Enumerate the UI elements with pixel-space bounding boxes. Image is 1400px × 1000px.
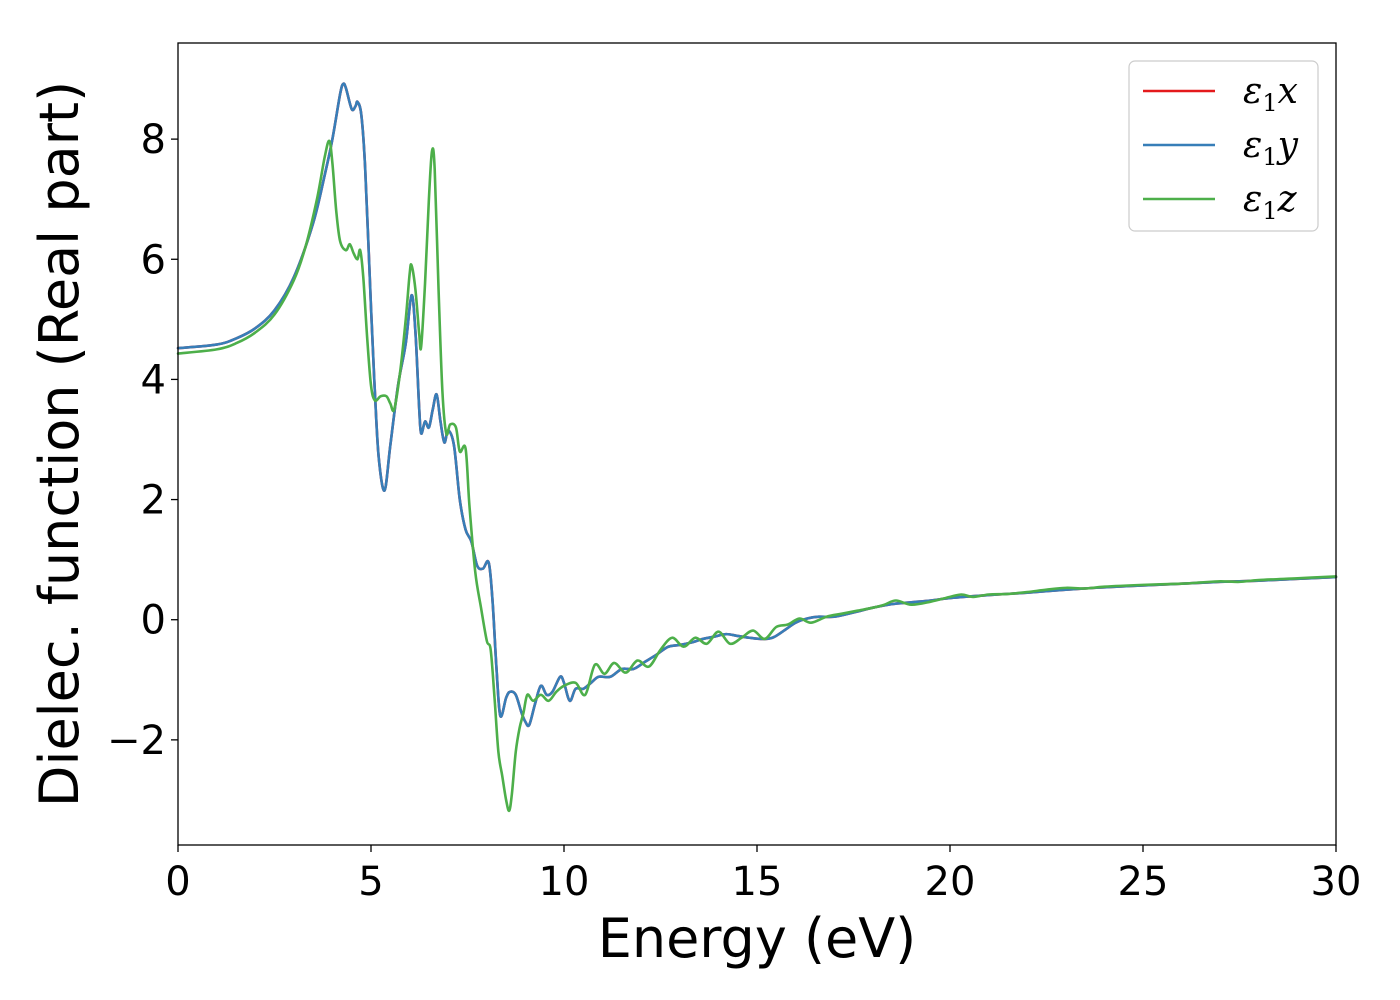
- x-tick-label: 10: [539, 859, 590, 905]
- x-tick-label: 25: [1118, 859, 1169, 905]
- x-axis-label: Energy (eV): [598, 907, 917, 970]
- y-tick-label: −2: [107, 718, 166, 764]
- y-axis: −2 0 2 4 6 8: [107, 117, 178, 764]
- x-tick-label: 5: [358, 859, 383, 905]
- y-tick-label: 2: [141, 478, 166, 524]
- x-tick-label: 30: [1311, 859, 1362, 905]
- series-layer: [176, 82, 1338, 813]
- y-axis-label: Dielec. function (Real part): [28, 81, 91, 807]
- y-tick-label: 4: [141, 357, 166, 403]
- x-tick-label: 15: [732, 859, 783, 905]
- y-tick-label: 0: [141, 598, 166, 644]
- x-axis: 0 5 10 15 20 25 30: [165, 845, 1361, 905]
- legend-label-z: ε1z: [1243, 179, 1298, 225]
- x-tick-label: 20: [925, 859, 976, 905]
- x-tick-label: 0: [165, 859, 190, 905]
- legend-label-y: ε1y: [1243, 125, 1299, 171]
- y-tick-label: 8: [141, 117, 166, 163]
- legend-box: [1128, 60, 1319, 232]
- legend-label-x: ε1x: [1243, 71, 1298, 117]
- series-line-z: [176, 139, 1338, 813]
- legend: ε1x ε1y ε1z: [1128, 60, 1319, 232]
- y-tick-label: 6: [141, 237, 166, 283]
